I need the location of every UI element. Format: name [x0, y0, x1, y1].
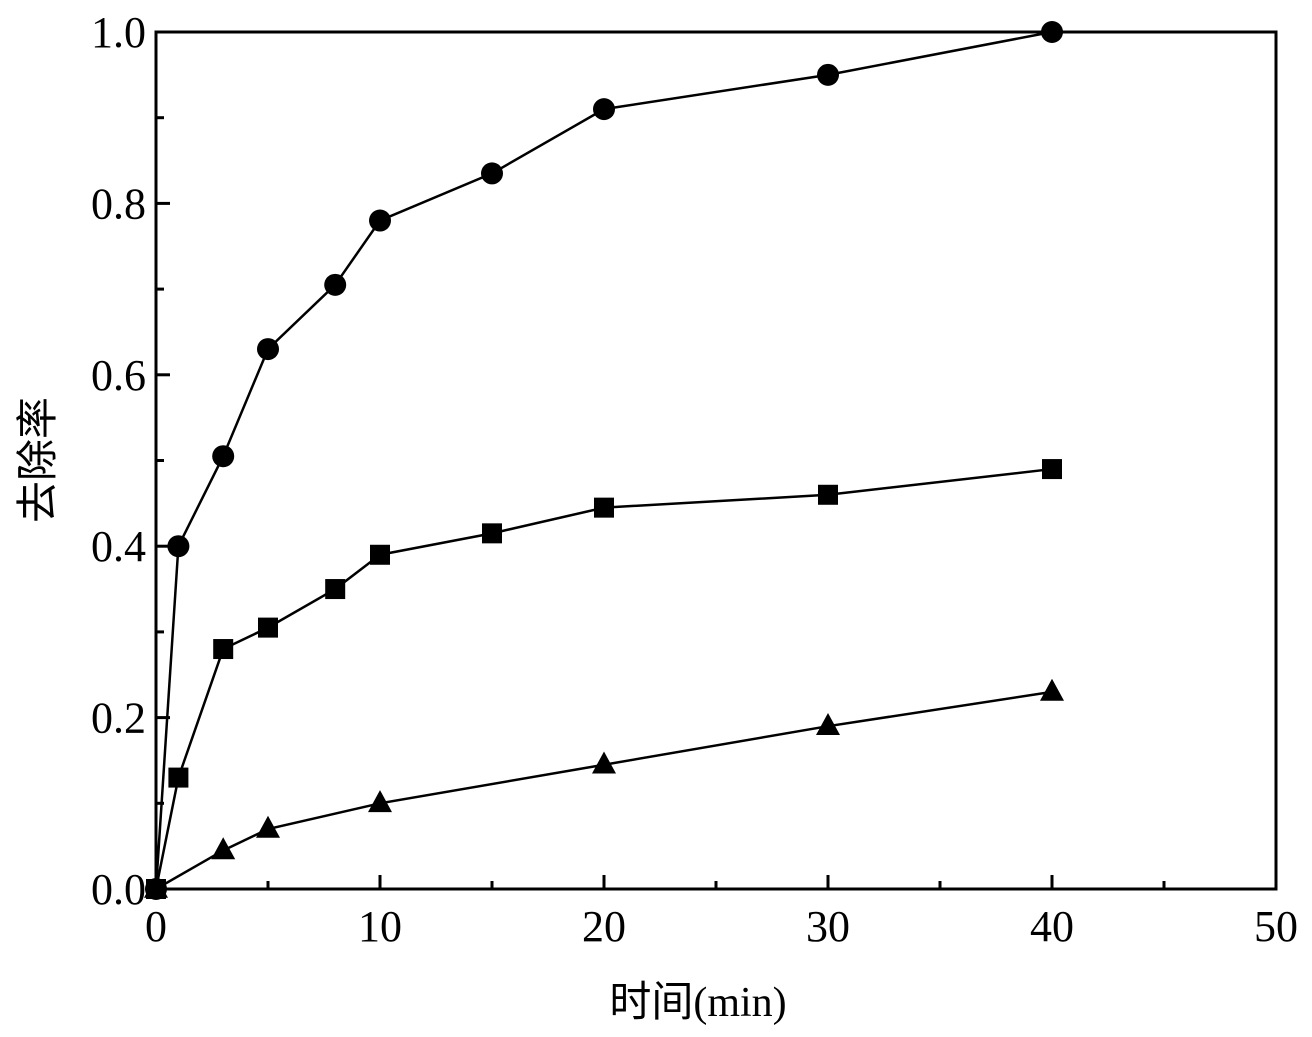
x-axis-label: 时间(min) [609, 980, 786, 1026]
x-tick-label: 50 [1254, 902, 1298, 951]
y-tick-label: 0.6 [91, 351, 146, 400]
ticks-layer: 0 10 20 30 40 50 0.0 0.2 0.4 0.6 0.8 1.0 [91, 8, 1298, 951]
data-point-circle [324, 273, 347, 296]
data-point-square [482, 523, 502, 544]
data-point-triangle [144, 875, 168, 898]
data-point-square [325, 579, 346, 600]
x-tick-label: 0 [145, 902, 167, 951]
data-point-square [168, 767, 189, 788]
data-point-circle [593, 98, 615, 121]
data-point-triangle [592, 751, 616, 774]
series-triangle [144, 678, 1064, 898]
data-point-circle [212, 445, 235, 468]
data-point-triangle [211, 837, 236, 860]
data-point-square [818, 484, 838, 505]
series-line-triangle [155, 690, 1053, 891]
data-point-circle [817, 63, 839, 86]
x-tick-label: 10 [358, 902, 402, 951]
y-tick-label: 1.0 [91, 8, 146, 57]
y-tick-label: 0.8 [91, 179, 146, 228]
data-point-circle [257, 338, 279, 361]
data-point-square [594, 497, 614, 518]
y-tick-label: 0.2 [91, 694, 146, 743]
data-point-triangle [816, 712, 840, 735]
x-tick-label: 30 [806, 902, 850, 951]
data-point-circle [1041, 21, 1063, 43]
series-line-square [154, 467, 1053, 890]
data-point-triangle [368, 790, 392, 813]
data-point-circle [481, 162, 503, 185]
data-point-triangle [256, 815, 280, 838]
x-tick-label: 40 [1030, 902, 1074, 951]
data-point-square [213, 639, 234, 660]
data-point-square [1042, 459, 1062, 480]
data-point-circle [167, 535, 190, 558]
y-tick-label: 0.0 [91, 865, 146, 914]
data-point-square [370, 544, 390, 565]
y-axis-label: 去除率 [15, 397, 62, 523]
x-tick-label: 20 [582, 902, 626, 951]
y-tick-label: 0.4 [91, 522, 146, 571]
data-point-triangle [1040, 678, 1064, 701]
series-line-circle [154, 30, 1053, 890]
series-square [146, 459, 1062, 899]
data-point-square [258, 617, 278, 638]
plot-frame [154, 30, 1278, 891]
series-layer [144, 21, 1064, 900]
data-point-circle [369, 209, 391, 232]
